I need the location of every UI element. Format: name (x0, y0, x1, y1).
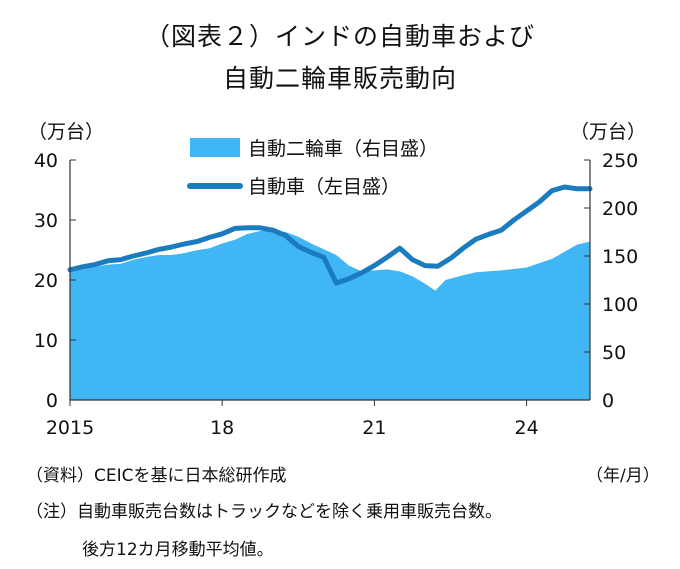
left-tick-label: 20 (34, 270, 58, 292)
x-tick-label: 21 (362, 417, 386, 439)
x-tick-label: 18 (210, 417, 234, 439)
left-tick-label: 40 (34, 150, 58, 172)
footnote-line1: （注）自動車販売台数はトラックなどを除く乗用車販売台数。 (26, 502, 502, 522)
car-sales-line (67, 184, 593, 286)
legend-label-two-wheeler: 自動二輪車（右目盛） (248, 138, 438, 160)
right-tick-label: 50 (602, 342, 626, 364)
left-tick-label: 0 (46, 390, 58, 412)
chart-title-line2: 自動二輪車販売動向 (222, 64, 457, 93)
two-wheeler-area (70, 230, 590, 400)
right-tick-label: 0 (602, 390, 614, 412)
left-tick-label: 10 (34, 330, 58, 352)
left-tick-label: 30 (34, 210, 58, 232)
x-tick-label: 2015 (46, 417, 94, 439)
chart-title-line1: （図表２）インドの自動車および (144, 22, 535, 51)
x-axis-unit: （年/月） (586, 466, 660, 486)
right-tick-label: 150 (602, 246, 638, 268)
footnote-line2: 後方12カ月移動平均値。 (82, 540, 274, 560)
left-axis-unit: （万台） (28, 121, 105, 143)
right-tick-label: 200 (602, 198, 638, 220)
right-tick-label: 250 (602, 150, 638, 172)
right-axis-unit: （万台） (570, 121, 647, 143)
x-tick-label: 24 (514, 417, 538, 439)
legend-label-car: 自動車（左目盛） (248, 176, 400, 198)
legend-swatch-two-wheeler (190, 138, 240, 157)
source-note: （資料）CEICを基に日本総研作成 (26, 466, 287, 486)
right-tick-label: 100 (602, 294, 638, 316)
